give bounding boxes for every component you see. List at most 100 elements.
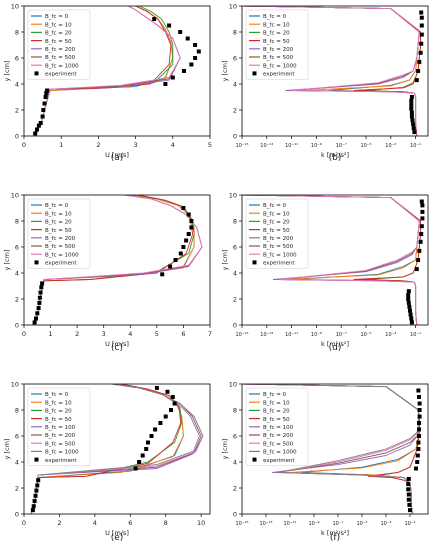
legend-marker <box>252 71 257 76</box>
legend-box <box>27 198 91 269</box>
legend-label: B_fc = 1000 <box>263 252 297 258</box>
experiment-point <box>40 281 45 286</box>
legend-label: B_fc = 1000 <box>263 450 297 456</box>
x-tick-label: 2 <box>96 141 100 149</box>
legend-label: B_fc = 0 <box>45 392 69 398</box>
experiment-point <box>411 122 416 127</box>
y-tick-label: 10 <box>229 381 237 389</box>
experiment-point <box>406 289 411 294</box>
y-axis-label: y [cm] <box>221 250 229 271</box>
x-tick-label: 6 <box>181 330 185 338</box>
experiment-point <box>417 421 421 425</box>
y-tick-label: 8 <box>233 29 237 37</box>
experiment-point <box>184 238 189 243</box>
experiment-point <box>140 453 145 458</box>
x-tick-label: 10 <box>197 519 205 527</box>
y-tick-label: 4 <box>233 81 237 89</box>
legend-label: B_fc = 1000 <box>263 63 297 69</box>
experiment-point <box>163 82 168 86</box>
experiment-point <box>406 492 411 497</box>
y-tick-label: 0 <box>233 511 237 519</box>
legend-label: B_fc = 10 <box>45 211 72 217</box>
experiment-point <box>406 482 411 487</box>
plot-frame <box>23 5 211 137</box>
experiment-point <box>173 258 178 262</box>
x-tick-label: 10⁻¹¹ <box>285 332 298 338</box>
experiment-point <box>416 388 421 393</box>
experiment-point <box>419 41 424 46</box>
experiment-point <box>31 504 36 509</box>
experiment-point <box>168 264 173 269</box>
experiment-point <box>39 285 44 290</box>
experiment-point <box>35 311 40 316</box>
y-tick-label: 0 <box>15 511 19 519</box>
legend-label: B_fc = 10 <box>45 22 72 28</box>
experiment-point <box>408 508 412 513</box>
y-tick-label: 8 <box>233 218 237 226</box>
experiment-point <box>408 312 413 317</box>
x-tick-label: 1 <box>49 330 53 338</box>
experiment-point <box>414 267 419 272</box>
experiment-point <box>406 293 411 298</box>
experiment-point <box>419 32 424 37</box>
y-tick-label: 0 <box>15 322 19 330</box>
legend-box <box>245 198 309 269</box>
series-line <box>34 6 181 136</box>
legend-box <box>245 9 309 80</box>
panel-caption: (f) <box>330 533 340 543</box>
x-tick-label: 2 <box>75 330 79 338</box>
legend-label: B_fc = 200 <box>263 236 294 242</box>
experiment-point <box>406 300 411 305</box>
x-tick-label: 1 <box>59 141 63 149</box>
x-tick-label: 10⁻³ <box>385 332 396 338</box>
experiment-point <box>35 127 39 132</box>
series-line <box>242 6 420 136</box>
legend-label: B_fc = 20 <box>45 220 72 226</box>
x-axis-label: U [m/s] <box>105 151 129 159</box>
legend-label: B_fc = 20 <box>45 409 72 415</box>
experiment-point <box>416 447 421 451</box>
plot-frame <box>241 383 429 515</box>
experiment-point <box>185 36 190 41</box>
series-line <box>242 195 420 325</box>
experiment-point <box>35 483 40 488</box>
experiment-point <box>32 320 37 325</box>
legend-marker <box>34 260 39 265</box>
x-tick-label: 10⁻¹ <box>410 332 421 338</box>
experiment-point <box>41 108 46 112</box>
experiment-point <box>417 408 422 412</box>
experiment-point <box>409 95 414 99</box>
y-tick-label: 6 <box>15 433 19 441</box>
experiment-point <box>172 401 177 406</box>
x-tick-label: 4 <box>128 330 132 338</box>
experiment-point <box>182 69 186 73</box>
legend-label: B_fc = 1000 <box>45 450 79 456</box>
y-tick-label: 10 <box>11 3 19 11</box>
legend-label: B_fc = 50 <box>45 417 72 423</box>
x-tick-label: 10⁻¹¹ <box>283 521 296 527</box>
x-tick-label: 10⁻¹⁵ <box>235 332 248 338</box>
experiment-point <box>186 232 191 236</box>
experiment-point <box>196 49 201 54</box>
x-tick-label: 3 <box>102 330 106 338</box>
legend-label: B_fc = 10 <box>263 211 290 217</box>
legend-box <box>27 387 91 467</box>
experiment-point <box>414 78 419 83</box>
experiment-point <box>170 75 175 80</box>
experiment-point <box>153 427 158 432</box>
x-tick-label: 10⁻¹¹ <box>285 143 298 149</box>
x-tick-label: 10⁻³ <box>385 143 396 149</box>
experiment-point <box>420 216 425 221</box>
experiment-point <box>417 248 422 253</box>
experiment-point <box>178 30 183 34</box>
experiment-point <box>416 440 421 445</box>
x-axis-label: k [m²/s²] <box>321 340 349 348</box>
experiment-point <box>416 69 421 73</box>
experiment-point <box>420 203 425 208</box>
x-tick-label: 4 <box>93 519 97 527</box>
x-tick-label: 10⁻⁵ <box>360 143 371 149</box>
x-tick-label: 10⁻¹³ <box>260 143 273 149</box>
experiment-point <box>44 91 49 96</box>
experiment-point <box>133 466 138 471</box>
experiment-point <box>146 440 150 445</box>
